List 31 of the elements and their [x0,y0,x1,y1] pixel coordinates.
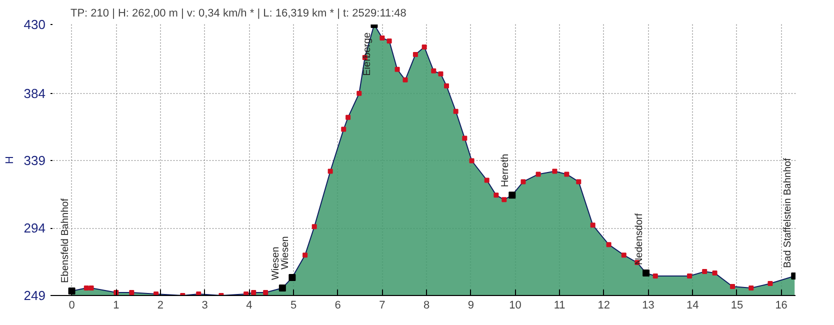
x-tick-label: 0 [68,300,75,312]
x-tick-label: 11 [554,300,566,312]
x-tick-label: 1 [113,300,120,312]
annotation: Wiesen [270,246,282,280]
x-tick-label: 9 [468,300,474,312]
y-tick-label: 249 [24,288,46,303]
x-tick-label: 12 [598,300,610,312]
annotation: Eierberge [362,32,374,76]
annotation: Wiesen [280,236,292,270]
x-tick-label: 7 [379,300,386,312]
y-tick-label: 384 [24,86,46,101]
annotation: Ebensfeld Bahnhof [60,198,71,284]
x-tick-label: 14 [686,300,699,312]
x-tick-label: 8 [423,300,430,312]
y-axis-title: H [4,156,16,164]
annotation: Nedensdorf [634,213,646,266]
chart-title: TP: 210 | H: 262,00 m | v: 0,34 km/h * | L: 16,319 km * | t: 2529:11:48 [70,8,406,20]
x-tick-label: 2 [157,300,164,312]
x-tick-label: 15 [730,300,744,312]
x-tick-label: 4 [246,300,252,312]
y-tick-label: 294 [24,220,46,236]
annotation: Bad Staffelstein Bahnhof [782,158,794,268]
x-tick-label: 10 [509,300,522,312]
x-tick-label: 6 [334,300,341,312]
x-tick-label: 13 [642,300,654,312]
annotation: Herreth [500,154,512,188]
x-tick-label: 16 [775,300,788,312]
y-tick-label: 339 [24,153,46,168]
x-tick-label: 5 [290,300,297,312]
x-tick-label: 3 [202,300,208,312]
y-tick-label: 430 [24,17,46,32]
